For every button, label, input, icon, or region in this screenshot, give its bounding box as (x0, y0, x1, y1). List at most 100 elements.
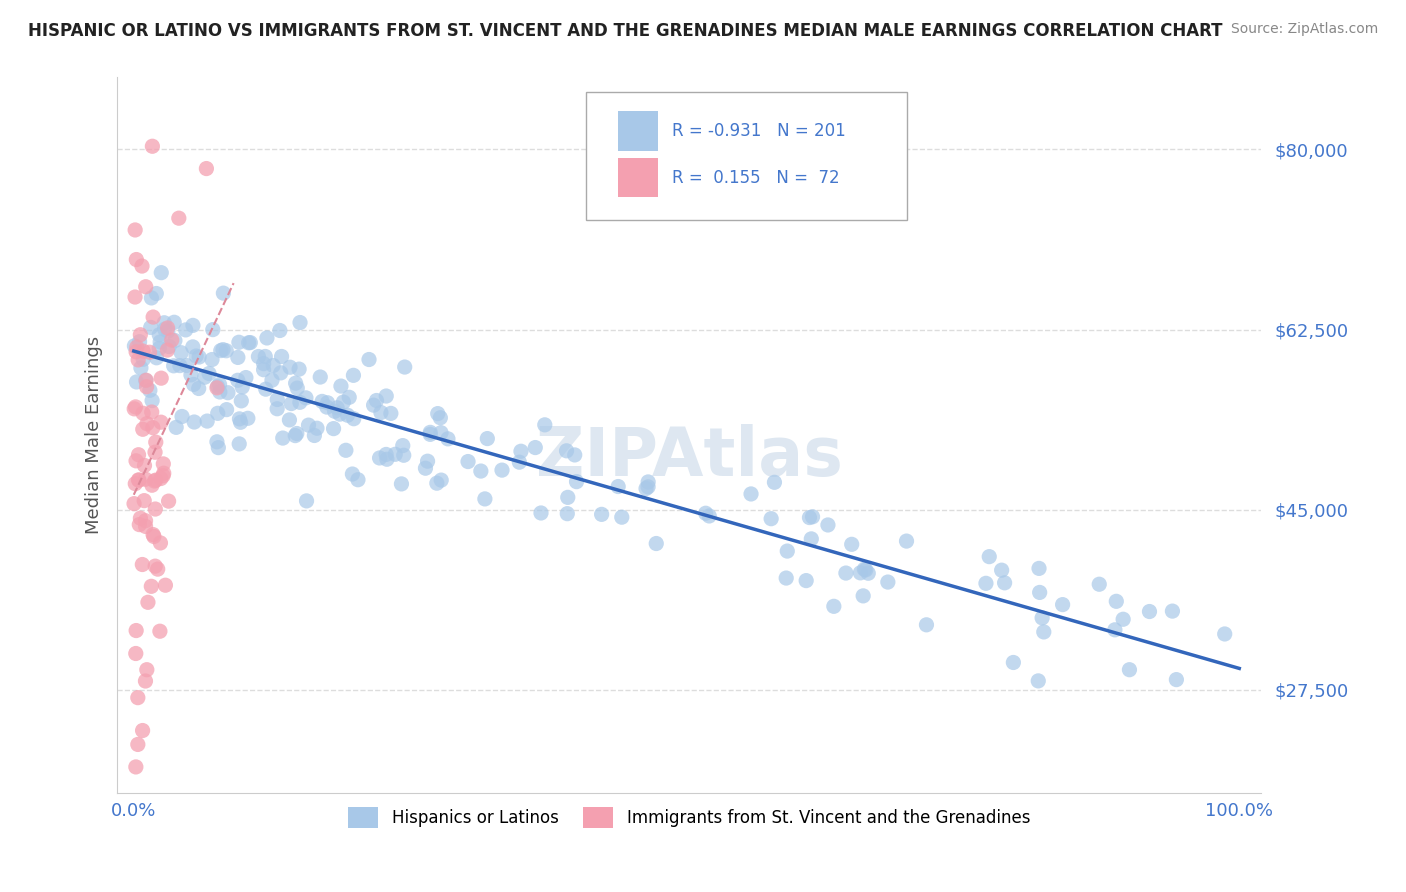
Point (231, 380, 253, 394)
Point (150, 266, 173, 280)
Point (198, 367, 221, 381)
Point (343, 411, 366, 425)
Point (347, 473, 370, 487)
Point (135, 514, 157, 528)
Point (1032, 624, 1054, 639)
Point (876, 575, 898, 590)
Point (169, 359, 191, 373)
Point (392, 448, 415, 462)
Point (207, 406, 229, 420)
Point (124, 476, 146, 491)
Point (430, 425, 453, 440)
Point (252, 362, 274, 376)
Point (141, 393, 163, 408)
Point (125, 647, 148, 661)
Point (391, 439, 413, 453)
Point (149, 624, 172, 639)
Point (285, 381, 308, 395)
Point (775, 571, 797, 585)
Point (124, 290, 146, 304)
Point (135, 373, 157, 387)
Point (207, 441, 229, 455)
Point (131, 723, 153, 738)
Point (163, 334, 186, 348)
Point (1213, 627, 1236, 641)
Point (375, 447, 398, 461)
Point (1002, 656, 1025, 670)
Point (134, 673, 156, 688)
Point (136, 417, 159, 431)
Point (153, 316, 176, 330)
Point (366, 393, 388, 408)
Point (1139, 605, 1161, 619)
Point (152, 457, 174, 471)
Point (205, 434, 228, 449)
Point (150, 371, 173, 385)
Point (208, 384, 231, 399)
Point (141, 139, 163, 153)
Point (285, 426, 308, 441)
Point (160, 333, 183, 347)
FancyBboxPatch shape (586, 92, 907, 220)
Point (305, 421, 328, 435)
Text: HISPANIC OR LATINO VS IMMIGRANTS FROM ST. VINCENT AND THE GRENADINES MEDIAN MALE: HISPANIC OR LATINO VS IMMIGRANTS FROM ST… (28, 22, 1223, 40)
Point (1105, 594, 1128, 608)
Point (384, 447, 406, 461)
Point (142, 420, 165, 434)
Point (142, 529, 165, 543)
Point (195, 414, 218, 428)
Point (1104, 623, 1126, 637)
Point (254, 350, 277, 364)
Point (280, 396, 302, 410)
Point (288, 316, 311, 330)
Point (124, 400, 146, 414)
Point (228, 335, 250, 350)
Point (156, 324, 179, 338)
Point (336, 408, 359, 422)
Point (266, 392, 288, 407)
Y-axis label: Median Male Earnings: Median Male Earnings (86, 336, 103, 534)
Point (896, 534, 918, 549)
Point (800, 532, 823, 546)
Point (174, 323, 197, 337)
Point (1161, 604, 1184, 618)
Point (823, 599, 845, 614)
Point (217, 385, 239, 400)
Point (138, 345, 160, 359)
Point (149, 334, 172, 349)
Point (645, 536, 668, 550)
Point (974, 576, 997, 591)
Legend: Hispanics or Latinos, Immigrants from St. Vincent and the Grenadines: Hispanics or Latinos, Immigrants from St… (342, 801, 1038, 834)
Point (135, 279, 157, 293)
Point (150, 415, 173, 429)
Point (228, 412, 250, 426)
Point (357, 352, 380, 367)
Point (565, 475, 588, 489)
Point (266, 401, 288, 416)
Point (129, 511, 152, 525)
Point (533, 417, 555, 432)
Point (152, 468, 174, 483)
Point (124, 339, 146, 353)
Point (125, 624, 148, 638)
Point (201, 352, 224, 367)
Point (146, 562, 169, 576)
Point (148, 342, 170, 356)
Point (181, 340, 204, 354)
Point (322, 422, 344, 436)
Point (799, 510, 821, 524)
Point (637, 480, 659, 494)
Point (342, 368, 364, 383)
Point (212, 286, 235, 301)
Point (994, 575, 1017, 590)
Point (849, 566, 872, 580)
Point (309, 370, 332, 384)
Point (132, 344, 155, 359)
Point (125, 340, 148, 354)
Point (695, 506, 717, 520)
Point (858, 566, 880, 581)
Point (156, 343, 179, 357)
Point (167, 211, 190, 226)
Point (131, 558, 153, 572)
Point (125, 344, 148, 359)
